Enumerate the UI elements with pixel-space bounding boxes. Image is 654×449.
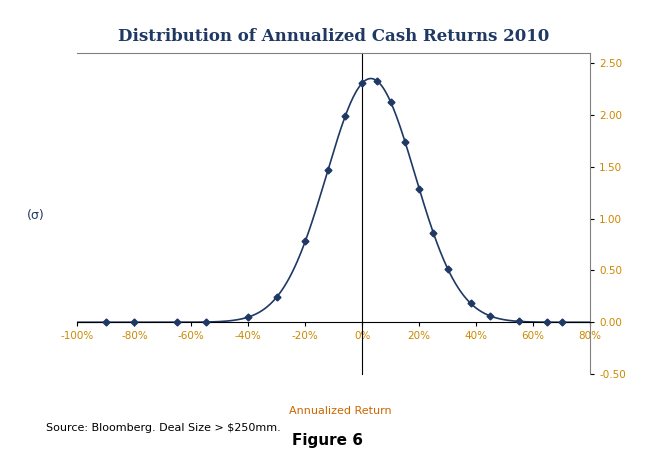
Title: Distribution of Annualized Cash Returns 2010: Distribution of Annualized Cash Returns …	[118, 28, 549, 45]
Text: (σ): (σ)	[27, 209, 45, 222]
Text: Figure 6: Figure 6	[292, 432, 362, 448]
Text: Source: Bloomberg. Deal Size > $250mm.: Source: Bloomberg. Deal Size > $250mm.	[46, 423, 281, 433]
Text: Annualized Return: Annualized Return	[289, 406, 391, 416]
